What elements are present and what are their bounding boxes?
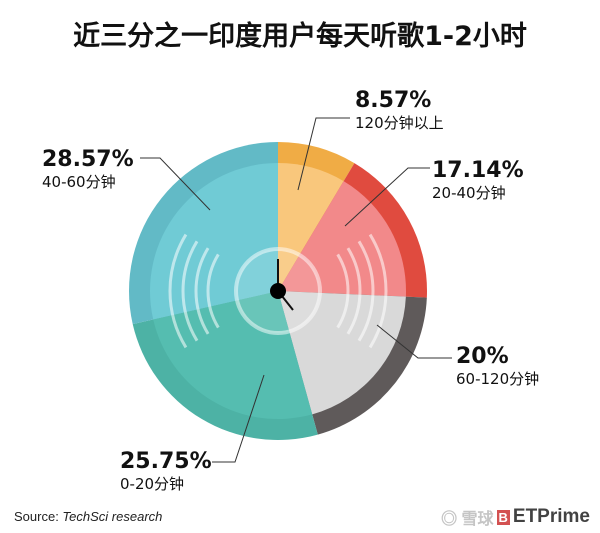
slice-category: 20-40分钟	[432, 184, 506, 202]
pie-slice	[153, 291, 313, 419]
groove-arc-left	[206, 253, 220, 329]
slice-value: 28.57%	[42, 147, 134, 172]
source-note: Source: TechSci research	[14, 509, 162, 524]
pie-slice	[278, 163, 344, 291]
groove-arc-right	[346, 247, 362, 335]
pie-slice	[150, 163, 278, 320]
spindle-dot	[270, 283, 286, 299]
groove-arc-right	[336, 253, 350, 329]
groove-arc-left	[181, 240, 199, 342]
groove-arc-right	[357, 240, 375, 342]
groove-arc-left	[168, 233, 188, 349]
slice-category: 0-20分钟	[120, 475, 185, 493]
slice-label-3: 25.75% 0-20分钟	[120, 451, 212, 492]
slice-value: 25.75%	[120, 449, 212, 474]
slice-value: 8.57%	[355, 88, 432, 113]
slice-value: 17.14%	[432, 158, 524, 183]
source-prefix: Source:	[14, 509, 63, 524]
slice-category: 60-120分钟	[456, 370, 540, 388]
slice-category: 40-60分钟	[42, 173, 116, 191]
chart-title: 近三分之一印度用户每天听歌1-2小时	[73, 21, 527, 52]
slice-label-1: 17.14% 20-40分钟	[432, 160, 524, 201]
leader-line	[344, 167, 430, 227]
groove-arc-left	[194, 247, 210, 335]
slice-label-0: 8.57% 120分钟以上	[355, 90, 444, 131]
slice-category: 120分钟以上	[355, 114, 444, 132]
pie-slice	[278, 291, 406, 415]
leader-line	[376, 324, 452, 359]
watermark-logo: ◎ 雪球 B ETPrime	[441, 506, 590, 528]
leader-line	[212, 374, 265, 463]
groove-arc-right	[368, 233, 388, 349]
leader-line	[297, 117, 350, 191]
slice-label-2: 20% 60-120分钟	[456, 346, 539, 387]
leader-line	[140, 157, 211, 211]
slice-value: 20%	[456, 344, 509, 369]
leader-lines	[140, 117, 452, 463]
source-name: TechSci research	[62, 509, 163, 524]
slice-label-4: 28.57% 40-60分钟	[42, 149, 134, 190]
pie-slice	[278, 181, 406, 297]
